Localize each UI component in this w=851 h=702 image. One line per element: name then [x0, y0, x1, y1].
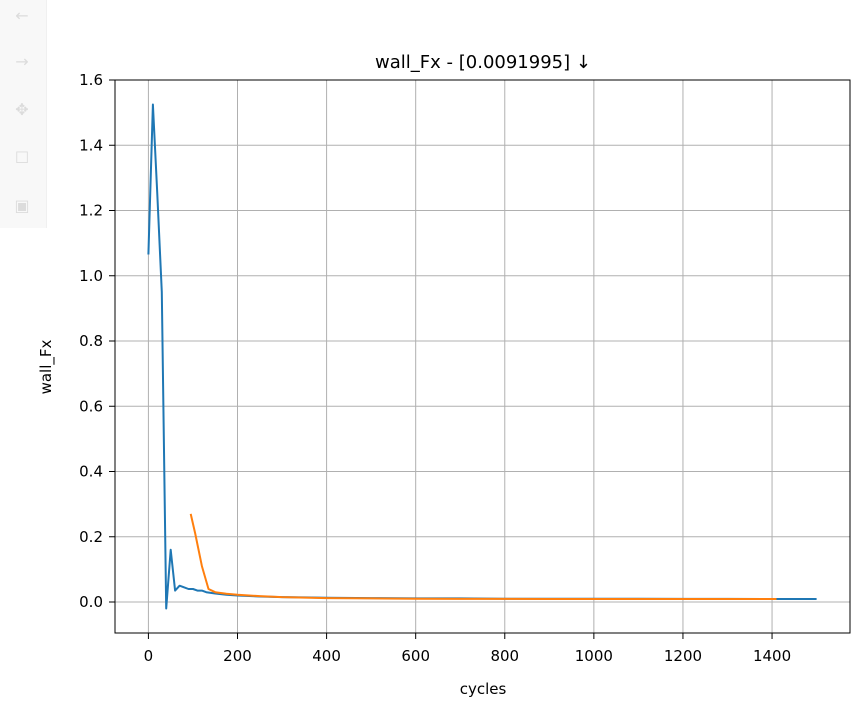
navigation-toolbar: ← → ✥ ☐ ▣: [0, 0, 47, 228]
x-tick-label: 1000: [575, 647, 613, 665]
y-tick-label: 0.4: [79, 463, 103, 481]
pan-move-icon[interactable]: ✥: [15, 100, 29, 119]
y-tick-label: 1.0: [79, 267, 103, 285]
zoom-rect-icon[interactable]: ☐: [14, 148, 30, 167]
save-icon[interactable]: ▣: [14, 196, 30, 215]
series-lines: [147, 103, 817, 610]
x-tick-label: 1400: [753, 647, 791, 665]
series-line-2: [189, 513, 777, 600]
y-tick-label: 1.2: [79, 202, 103, 220]
x-tick-label: 600: [401, 647, 430, 665]
x-tick-label: 400: [312, 647, 341, 665]
x-axis-label: cycles: [460, 680, 507, 698]
y-tick-label: 0.6: [79, 397, 103, 415]
tick-marks: [109, 79, 773, 639]
y-axis-label: wall_Fx: [37, 339, 56, 394]
y-tick-label: 1.4: [79, 136, 103, 154]
axes-frame: [114, 79, 851, 634]
x-tick-label: 1200: [664, 647, 702, 665]
y-tick-label: 0.0: [79, 593, 103, 611]
x-tick-label: 800: [490, 647, 519, 665]
chart-title: wall_Fx - [0.0091995] ↓: [375, 52, 591, 73]
forward-arrow-icon[interactable]: →: [15, 52, 29, 71]
back-arrow-icon[interactable]: ←: [15, 6, 29, 25]
y-tick-label: 0.8: [79, 332, 103, 350]
y-tick-label: 1.6: [79, 71, 103, 89]
series-line-1: [147, 103, 817, 610]
grid-lines: [115, 79, 850, 633]
x-tick-label: 0: [144, 647, 154, 665]
x-tick-label: 200: [223, 647, 252, 665]
y-tick-label: 0.2: [79, 528, 103, 546]
